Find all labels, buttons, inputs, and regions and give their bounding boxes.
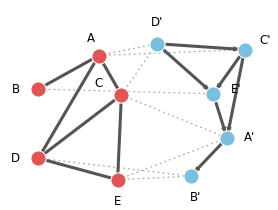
Text: B: B — [12, 83, 20, 96]
Text: C': C' — [259, 34, 270, 47]
Point — [225, 136, 229, 140]
Text: A: A — [87, 32, 95, 45]
Text: B': B' — [190, 191, 201, 204]
Point — [188, 175, 193, 178]
Point — [242, 48, 247, 51]
Text: D: D — [11, 152, 20, 165]
Text: D': D' — [150, 16, 163, 29]
Point — [96, 54, 101, 57]
Text: E': E' — [230, 83, 241, 96]
Text: E: E — [114, 195, 121, 208]
Point — [211, 92, 215, 96]
Point — [36, 87, 41, 91]
Point — [154, 42, 159, 45]
Text: C: C — [95, 77, 103, 89]
Point — [36, 157, 41, 160]
Point — [119, 93, 124, 97]
Point — [115, 178, 120, 181]
Text: A': A' — [244, 131, 255, 144]
